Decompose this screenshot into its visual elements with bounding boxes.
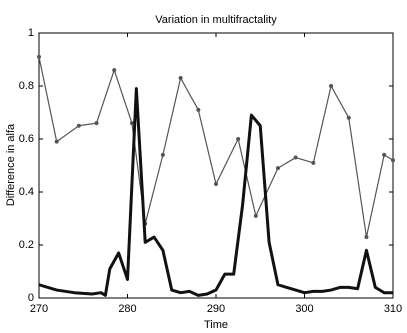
data-point bbox=[54, 139, 59, 144]
y-tick-label: 0 bbox=[28, 292, 34, 304]
x-tick-label: 290 bbox=[207, 303, 225, 315]
y-tick-label: 0.8 bbox=[19, 80, 34, 92]
y-axis-label: Difference in alfa bbox=[5, 123, 17, 206]
data-point bbox=[311, 160, 316, 165]
x-tick-label: 310 bbox=[384, 303, 402, 315]
data-point bbox=[76, 123, 81, 128]
data-point bbox=[129, 121, 134, 126]
data-point bbox=[382, 152, 387, 157]
data-point bbox=[160, 152, 165, 157]
data-point bbox=[275, 166, 280, 171]
y-tick-label: 1 bbox=[28, 27, 34, 39]
y-tick-label: 0.2 bbox=[19, 239, 34, 251]
y-tick-label: 0.4 bbox=[19, 186, 34, 198]
data-point bbox=[178, 76, 183, 81]
x-tick-label: 270 bbox=[30, 303, 48, 315]
data-point bbox=[214, 182, 218, 187]
data-point bbox=[112, 68, 117, 73]
data-point bbox=[364, 235, 369, 240]
data-point bbox=[253, 213, 258, 218]
x-tick-label: 280 bbox=[118, 303, 136, 315]
plot-frame bbox=[38, 32, 394, 299]
data-point bbox=[94, 121, 99, 126]
data-point bbox=[236, 137, 241, 141]
data-point bbox=[391, 158, 395, 163]
data-point bbox=[329, 84, 334, 88]
x-axis-label: Time bbox=[204, 319, 228, 331]
data-line bbox=[38, 87, 393, 297]
data-point bbox=[196, 107, 201, 112]
x-tick-label: 300 bbox=[295, 303, 313, 315]
chart-title: Variation in multifractality bbox=[155, 14, 277, 26]
data-point bbox=[293, 155, 298, 160]
data-point bbox=[346, 115, 351, 120]
y-tick-label: 0.6 bbox=[19, 133, 34, 145]
data-point bbox=[37, 54, 41, 59]
